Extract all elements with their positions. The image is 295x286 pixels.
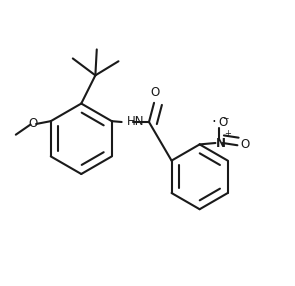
Text: N: N	[215, 136, 225, 150]
Text: HN: HN	[127, 115, 145, 128]
Text: O: O	[29, 117, 38, 130]
Text: −: −	[222, 114, 228, 123]
Text: O: O	[241, 138, 250, 151]
Text: +: +	[224, 129, 231, 138]
Text: O: O	[150, 86, 160, 99]
Text: O: O	[218, 116, 227, 129]
Text: ·: ·	[211, 115, 216, 130]
